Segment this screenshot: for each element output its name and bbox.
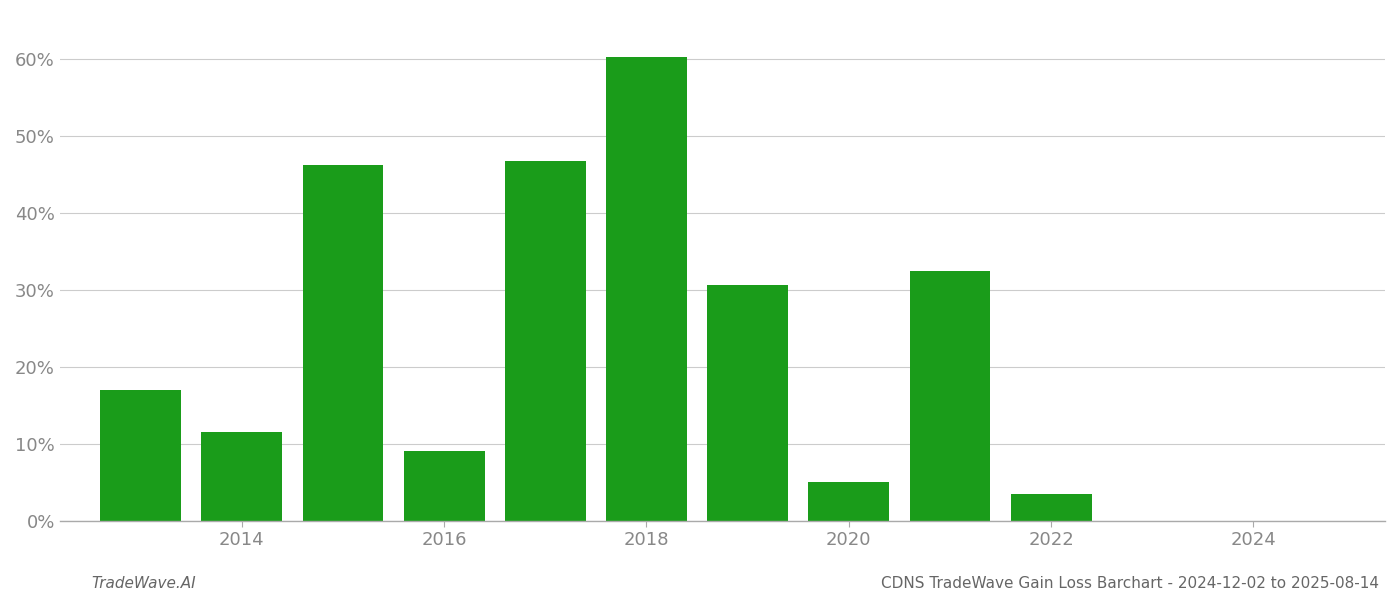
Bar [101,390,181,521]
Bar [302,165,384,521]
Bar [606,57,687,521]
Bar [505,161,585,521]
Bar [910,271,990,521]
Bar [1011,494,1092,521]
Bar [808,482,889,521]
Bar [202,432,283,521]
Text: TradeWave.AI: TradeWave.AI [91,576,196,591]
Bar [707,286,788,521]
Bar [403,451,484,521]
Text: CDNS TradeWave Gain Loss Barchart - 2024-12-02 to 2025-08-14: CDNS TradeWave Gain Loss Barchart - 2024… [881,576,1379,591]
